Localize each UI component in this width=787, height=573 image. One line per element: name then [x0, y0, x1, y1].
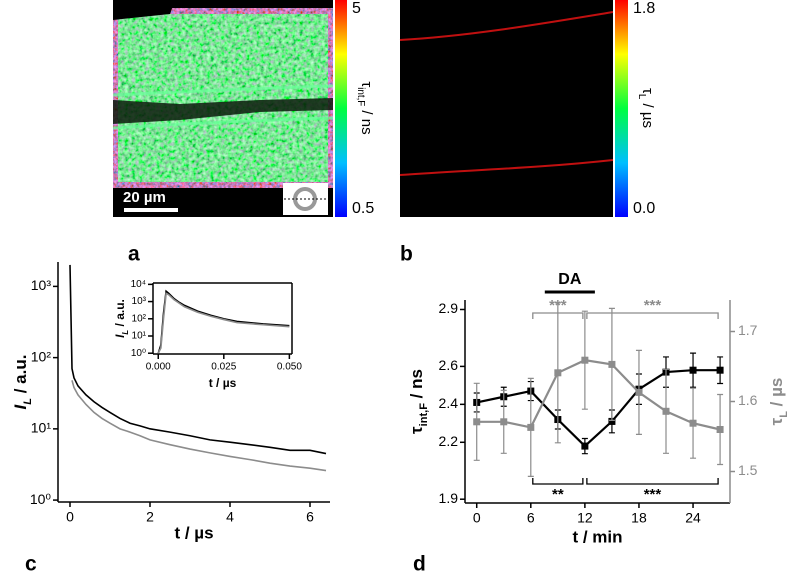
image-a: [112, 0, 347, 217]
x-tick-label: 4: [226, 509, 234, 525]
marker: [608, 417, 616, 425]
colorbar-label-unit: / µs: [639, 99, 656, 128]
annotation: ***: [549, 297, 567, 314]
panel-label: c: [25, 553, 37, 573]
bracket: [586, 478, 719, 485]
y2-tick-label: 1.6: [738, 392, 758, 408]
y-tick-label: 2.9: [439, 300, 459, 316]
x-tick-label: 0.025: [211, 362, 236, 373]
marker: [473, 418, 481, 426]
x-tick-label: 0: [473, 510, 481, 526]
y-axis-label-unit: / a.u.: [11, 355, 30, 398]
annotation: **: [552, 486, 564, 503]
marker: [662, 407, 670, 415]
y-axis-label-symbol: τ: [407, 426, 426, 434]
y-tick-label: 10³: [132, 296, 147, 307]
colorbar-label-symbol: τ: [639, 88, 656, 94]
colorbar-tick-label: 1.8: [633, 0, 655, 17]
marker: [554, 369, 562, 377]
marker: [635, 388, 643, 396]
marker: [608, 360, 616, 368]
marker: [716, 366, 724, 374]
y2-axis-label-symbol: τ: [767, 417, 786, 425]
marker: [716, 426, 724, 433]
x-axis-label: t / µs: [174, 523, 213, 542]
y-tick-label: 10³: [31, 277, 52, 293]
y-tick-label: 10⁰: [131, 348, 146, 359]
series-line: [157, 289, 290, 354]
y-axis-label-subscript: L: [22, 398, 34, 405]
y2-tick-label: 1.7: [738, 322, 758, 338]
y2-axis-label: τL / µs: [767, 378, 787, 426]
colorbar-label-unit: / ns: [358, 106, 375, 134]
annotation: DA: [558, 271, 582, 288]
x-tick-label: 6: [527, 510, 535, 526]
y-axis-label: IL / a.u.: [113, 299, 129, 338]
series-line: [69, 264, 327, 455]
y-tick-label: 10²: [132, 313, 147, 324]
colorbar-label-symbol: τ: [358, 81, 375, 87]
y-tick-label: 10⁴: [131, 279, 146, 290]
y-tick-label: 10¹: [132, 331, 147, 342]
y-axis-label-symbol: I: [113, 334, 127, 338]
colorbar-tick-label: 0.5: [352, 200, 374, 217]
colorbar-tick-label: 0.0: [633, 200, 655, 217]
colorbar-label: τint,F / ns: [355, 81, 375, 134]
marker: [581, 442, 589, 450]
panel-label: b: [400, 243, 413, 266]
image-b: [399, 0, 628, 217]
marker: [689, 366, 697, 374]
y-axis-label: IL / a.u.: [11, 355, 33, 410]
colorbar-label-subscript: L: [636, 94, 647, 100]
marker: [689, 419, 697, 427]
annotation: ***: [644, 297, 662, 314]
y-axis-label-unit: / a.u.: [113, 299, 127, 330]
y-tick-label: 1.9: [439, 490, 459, 506]
series-line: [476, 369, 721, 448]
colorbar-label: τL / µs: [636, 88, 656, 128]
series-line: [71, 380, 327, 472]
scale-bar-label: 20 µm: [123, 189, 166, 206]
panel-label: d: [413, 553, 426, 573]
y-axis-label: τint,F / ns: [407, 369, 429, 434]
y-axis-label-unit: / ns: [407, 369, 426, 403]
marker: [500, 418, 508, 426]
x-tick-label: 0.050: [277, 362, 302, 373]
x-tick-label: 6: [306, 509, 314, 525]
colorbar-tick-label: 5: [352, 0, 361, 17]
marker: [581, 356, 589, 364]
y-tick-label: 10¹: [31, 420, 52, 436]
y2-axis-label-unit: / µs: [767, 378, 786, 411]
series-line: [157, 292, 290, 354]
y-axis-label-subscript: int,F: [418, 403, 430, 427]
colorbar-label-subscript: int,F: [355, 87, 366, 106]
y-tick-label: 2.4: [439, 395, 459, 411]
annotation: ***: [644, 486, 662, 503]
y-axis-label-symbol: I: [11, 403, 30, 409]
y-tick-label: 2.2: [439, 433, 459, 449]
y2-axis-label-subscript: L: [778, 411, 787, 418]
bracket: [586, 312, 719, 319]
bracket: [532, 312, 584, 319]
panel-label: a: [128, 243, 140, 266]
x-tick-label: 2: [146, 509, 154, 525]
x-axis-label: t / min: [572, 527, 622, 546]
y2-tick-label: 1.5: [738, 462, 758, 478]
y-tick-label: 10⁰: [30, 491, 52, 507]
y-tick-label: 2.6: [439, 357, 459, 373]
x-tick-label: 24: [685, 510, 701, 526]
x-tick-label: 12: [577, 510, 593, 526]
y-axis-label-subscript: L: [121, 330, 130, 335]
x-axis-label: t / µs: [209, 376, 237, 390]
marker: [527, 423, 535, 431]
bracket: [532, 478, 584, 485]
series-line: [476, 359, 721, 431]
x-tick-label: 0.000: [146, 362, 171, 373]
x-tick-label: 0: [66, 509, 74, 525]
y-tick-label: 10²: [31, 348, 52, 364]
x-tick-label: 18: [631, 510, 647, 526]
